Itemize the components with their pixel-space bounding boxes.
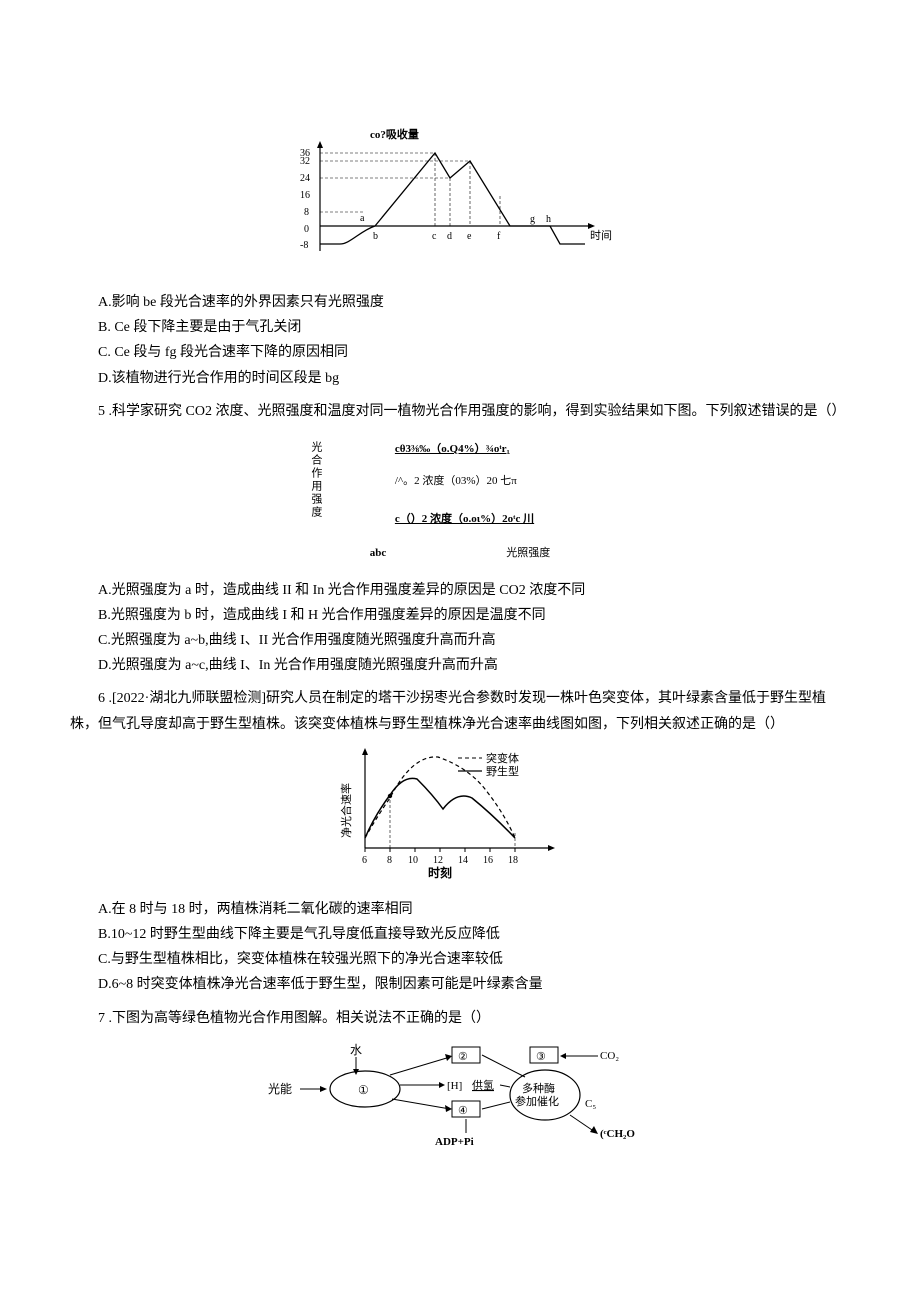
q5-stem: 5 .科学家研究 CO2 浓度、光照强度和温度对同一植物光合作用强度的影响，得到… (70, 399, 850, 424)
box3: ③ (536, 1051, 546, 1063)
q5-option-b: B.光照强度为 b 时，造成曲线 I 和 H 光合作用强度差异的原因是温度不同 (98, 603, 850, 628)
c5-label: C₅ (585, 1098, 596, 1110)
y-label: 净光合速率 (340, 783, 353, 838)
x-tick: f (497, 231, 501, 242)
co2-label: CO₂ (600, 1050, 619, 1062)
water-label: 水 (350, 1043, 362, 1057)
q6-option-b: B.10~12 时野生型曲线下降主要是气孔导度低直接导致光反应降低 (98, 922, 850, 947)
x-tick: 16 (483, 855, 493, 866)
q6-chart: 突变体 野生型 6 8 10 12 14 16 18 时刻 净光合速率 (70, 743, 850, 883)
legend-mutant: 突变体 (486, 751, 519, 765)
x-tick: 6 (362, 855, 367, 866)
q7-stem: 7 .下图为高等绿色植物光合作用图解。相关说法不正确的是（） (70, 1006, 850, 1031)
y-tick: -8 (300, 240, 308, 251)
q4-option-c: C. Ce 段与 fg 段光合速率下降的原因相同 (98, 340, 850, 365)
ch2o-label: (ᶜCH₂O (600, 1128, 635, 1140)
x-tick: 8 (387, 855, 392, 866)
box2: ② (458, 1051, 468, 1063)
x-tick: b (373, 231, 378, 242)
x-tick: 18 (508, 855, 518, 866)
q5-line1: cθ3⅜‰（o.Q4%）¾oᵗr₁ (395, 440, 510, 460)
q5-option-c: C.光照强度为 a~b,曲线 I、II 光合作用强度随光照强度升高而升高 (98, 628, 850, 653)
q6-option-a: A.在 8 时与 18 时，两植株消耗二氧化碳的速率相同 (98, 897, 850, 922)
q5-x-right: 光照强度 (506, 544, 550, 564)
x-tick: 12 (433, 855, 443, 866)
x-tick: h (546, 214, 551, 225)
q4-option-a: A.影响 be 段光合速率的外界因素只有光照强度 (98, 290, 850, 315)
box4: ④ (458, 1105, 468, 1117)
x-tick: c (432, 231, 437, 242)
x-tick: e (467, 231, 472, 242)
y-tick: 8 (304, 207, 309, 218)
light-label: 光能 (268, 1082, 292, 1096)
q5-line3: c（）2 浓度（o.oι%）2oᵗc 川 (395, 510, 534, 530)
enzymes-label: 多种酶 (522, 1081, 555, 1095)
x-tick: g (530, 214, 535, 225)
y-tick: 0 (304, 224, 309, 235)
q4-option-d: D.该植物进行光合作用的时间区段是 bg (98, 366, 850, 391)
q5-option-d: D.光照强度为 a~c,曲线 I、In 光合作用强度随光照强度升高而升高 (98, 653, 850, 678)
q4-option-b: B. Ce 段下降主要是由于气孔关闭 (98, 315, 850, 340)
q4-chart-title: co?吸收量 (370, 127, 419, 141)
x-tick: d (447, 231, 452, 242)
q5-x-left: abc (370, 544, 387, 564)
q5-y-label: 光合作用强度 (305, 441, 325, 519)
x-tick: 14 (458, 855, 468, 866)
x-label: 时刻 (428, 865, 452, 880)
x-label: 时间 (590, 229, 612, 242)
adp-label: ADP+Pi (435, 1136, 474, 1148)
q5-option-a: A.光照强度为 a 时，造成曲线 II 和 In 光合作用强度差异的原因是 CO… (98, 578, 850, 603)
y-tick: 24 (300, 173, 310, 184)
y-tick: 16 (300, 190, 310, 201)
q5-chart: 光合作用强度 cθ3⅜‰（o.Q4%）¾oᵗr₁ /^。2 浓度（03%）20 … (70, 430, 850, 530)
legend-wild: 野生型 (486, 764, 519, 778)
y-tick: 32 (300, 156, 310, 167)
q7-diagram: 水 光能 ① ② [H] 供氢 ④ ③ 多种酶 参加催化 CO₂ (70, 1037, 850, 1157)
q5-line2: /^。2 浓度（03%）20 七π (395, 472, 517, 492)
x-tick: a (360, 213, 365, 224)
H-label: [H] (447, 1080, 462, 1092)
enzymes-label2: 参加催化 (515, 1094, 559, 1108)
q6-stem: 6 .[2022·湖北九师联盟检测]研究人员在制定的塔干沙拐枣光合参数时发现一株… (70, 686, 850, 736)
q4-chart: co?吸收量 36 32 24 16 8 0 -8 a b c d e f g (70, 126, 850, 276)
q6-option-c: C.与野生型植株相比，突变体植株在较强光照下的净光合速率较低 (98, 947, 850, 972)
x-tick: 10 (408, 855, 418, 866)
circle1: ① (358, 1083, 369, 1097)
q6-option-d: D.6~8 时突变体植株净光合速率低于野生型，限制因素可能是叶绿素含量 (98, 972, 850, 997)
hydrogen-supply: 供氢 (472, 1078, 494, 1092)
